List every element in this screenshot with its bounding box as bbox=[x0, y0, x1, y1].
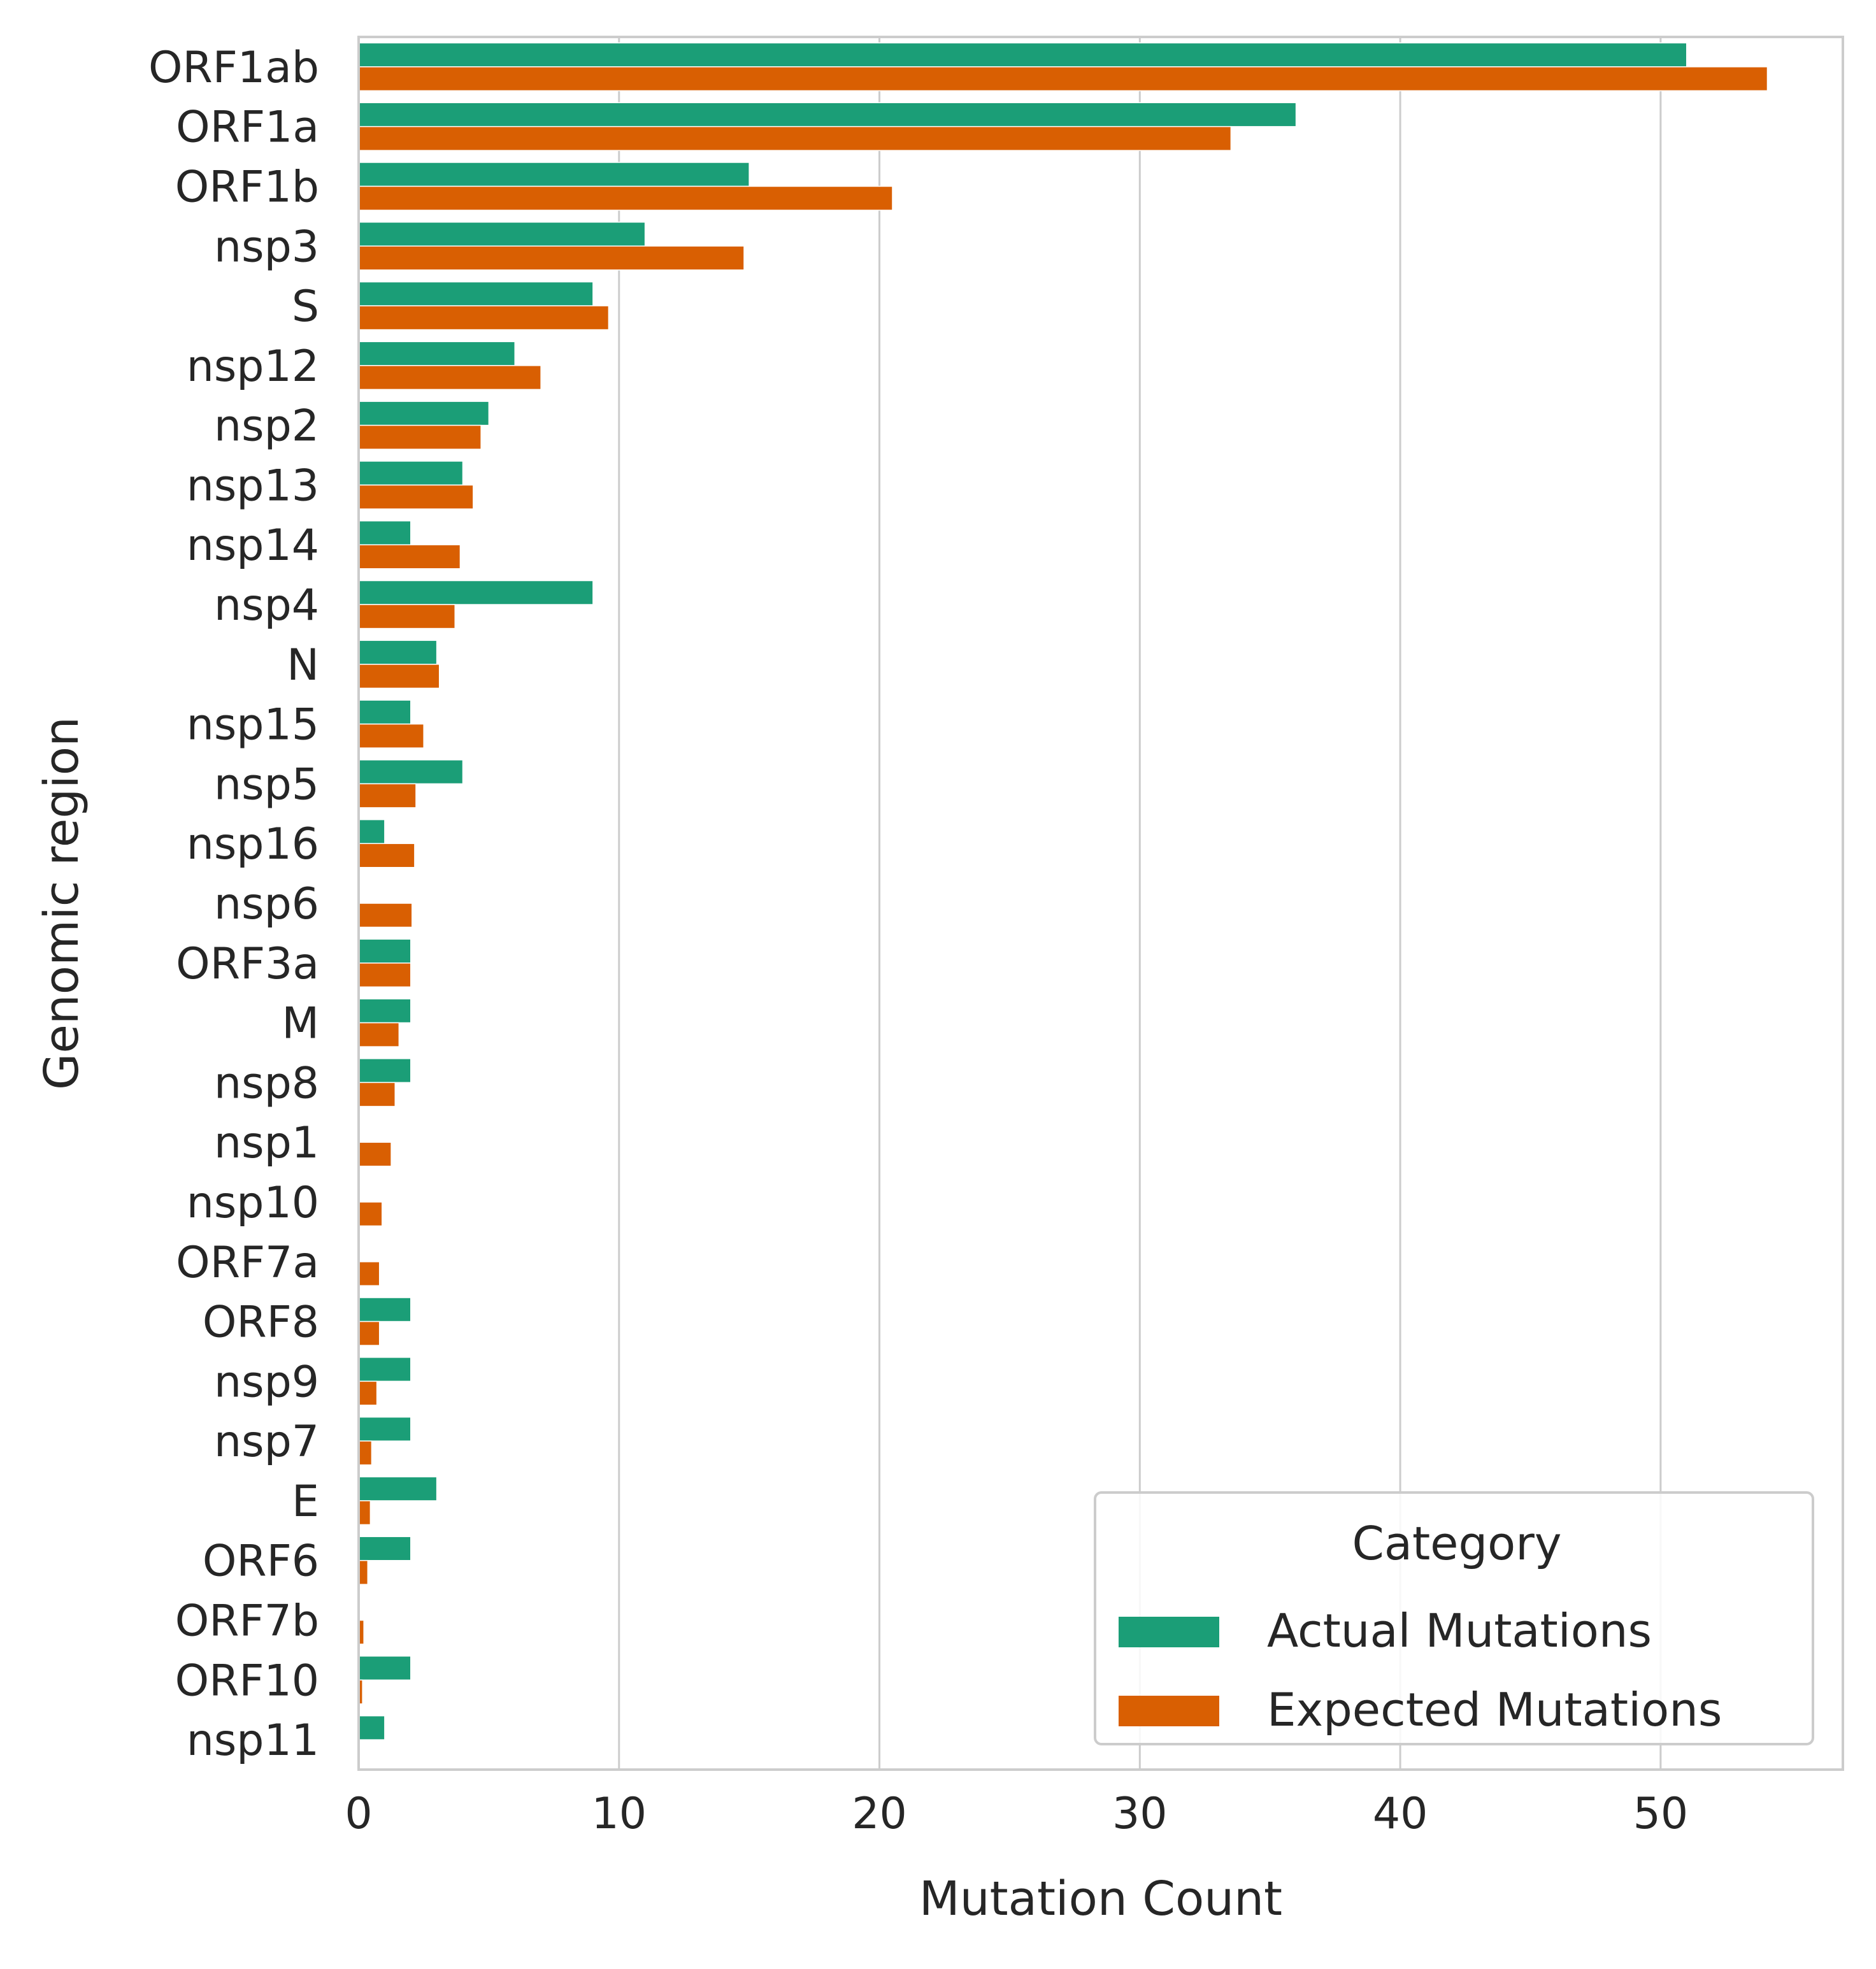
legend-label-expected[interactable]: Expected Mutations bbox=[1267, 1683, 1722, 1736]
bar-actual[interactable] bbox=[358, 520, 412, 545]
x-tick-label: 10 bbox=[592, 1789, 647, 1839]
bar-expected[interactable] bbox=[358, 1022, 400, 1047]
bar-actual[interactable] bbox=[358, 1715, 385, 1740]
bar-actual[interactable] bbox=[358, 998, 412, 1024]
bar-actual[interactable] bbox=[358, 1416, 412, 1442]
bar-actual[interactable] bbox=[358, 42, 1687, 68]
bar-actual[interactable] bbox=[358, 1536, 412, 1561]
bar-expected[interactable] bbox=[358, 484, 474, 510]
y-tick-label: nsp13 bbox=[187, 461, 319, 511]
bar-expected[interactable] bbox=[358, 424, 482, 450]
bar-expected[interactable] bbox=[358, 365, 541, 390]
bar-expected[interactable] bbox=[358, 1500, 371, 1526]
bar-expected[interactable] bbox=[358, 723, 424, 748]
legend-title: Category bbox=[1352, 1517, 1562, 1570]
bar-expected[interactable] bbox=[358, 1380, 378, 1406]
bar-actual[interactable] bbox=[358, 1476, 438, 1501]
bar-expected[interactable] bbox=[358, 783, 417, 808]
bar-expected[interactable] bbox=[358, 66, 1768, 92]
y-tick-label: ORF7b bbox=[175, 1596, 319, 1647]
legend-swatch-expected bbox=[1119, 1696, 1219, 1726]
bar-actual[interactable] bbox=[358, 580, 594, 605]
x-tick-label: 50 bbox=[1633, 1789, 1689, 1839]
y-tick-label: nsp9 bbox=[214, 1357, 319, 1407]
bar-actual[interactable] bbox=[358, 162, 750, 187]
legend-swatch-actual bbox=[1119, 1617, 1219, 1647]
y-tick-label: E bbox=[292, 1477, 319, 1527]
bar-expected[interactable] bbox=[358, 664, 440, 689]
y-tick-label: nsp16 bbox=[187, 819, 319, 870]
bar-expected[interactable] bbox=[358, 125, 1232, 151]
bar-expected[interactable] bbox=[358, 1142, 392, 1167]
legend-label-actual[interactable]: Actual Mutations bbox=[1267, 1604, 1652, 1658]
y-tick-label: ORF3a bbox=[176, 939, 319, 989]
y-tick-label: ORF1a bbox=[176, 103, 319, 153]
bar-actual[interactable] bbox=[358, 699, 412, 725]
bar-expected[interactable] bbox=[358, 1082, 396, 1107]
y-tick-label: nsp12 bbox=[187, 341, 319, 392]
y-tick-label: nsp11 bbox=[187, 1715, 319, 1766]
y-tick-label: ORF10 bbox=[175, 1656, 319, 1706]
y-tick-label: nsp10 bbox=[187, 1178, 319, 1228]
y-tick-label: ORF1b bbox=[175, 162, 319, 212]
y-tick-label: M bbox=[282, 999, 319, 1049]
x-tick-labels: 0 10 20 30 40 50 bbox=[345, 1789, 1688, 1839]
y-axis-title: Genomic region bbox=[34, 717, 89, 1090]
y-tick-label: nsp4 bbox=[214, 580, 319, 631]
y-tick-label: N bbox=[287, 640, 319, 691]
x-axis-title: Mutation Count bbox=[919, 1872, 1282, 1926]
y-tick-label: ORF1ab bbox=[148, 43, 319, 93]
bar-actual[interactable] bbox=[358, 1357, 412, 1382]
bar-expected[interactable] bbox=[358, 245, 745, 271]
bar-expected[interactable] bbox=[358, 1201, 383, 1227]
legend[interactable]: Category Actual Mutations Expected Mutat… bbox=[1094, 1491, 1814, 1745]
y-tick-label: S bbox=[292, 282, 319, 332]
bar-actual[interactable] bbox=[358, 401, 490, 426]
y-tick-label: nsp6 bbox=[214, 879, 319, 929]
x-tick-label: 40 bbox=[1373, 1789, 1428, 1839]
x-tick-label: 20 bbox=[852, 1789, 907, 1839]
y-tick-label: nsp8 bbox=[214, 1058, 319, 1108]
bar-actual[interactable] bbox=[358, 281, 594, 306]
y-tick-label: nsp1 bbox=[214, 1118, 319, 1168]
x-tick-label: 30 bbox=[1112, 1789, 1168, 1839]
y-tick-label: ORF6 bbox=[203, 1536, 319, 1587]
bar-actual[interactable] bbox=[358, 640, 438, 665]
bar-expected[interactable] bbox=[358, 544, 461, 569]
bar-actual[interactable] bbox=[358, 1058, 412, 1084]
bar-expected[interactable] bbox=[358, 963, 412, 988]
bar-actual[interactable] bbox=[358, 222, 646, 247]
bar-expected[interactable] bbox=[358, 1321, 380, 1346]
bar-expected[interactable] bbox=[358, 305, 610, 331]
y-tick-label: nsp5 bbox=[214, 759, 319, 810]
bar-actual[interactable] bbox=[358, 1656, 412, 1681]
legend-box bbox=[1094, 1491, 1814, 1745]
bar-expected[interactable] bbox=[358, 185, 893, 211]
bar-expected[interactable] bbox=[358, 1261, 380, 1287]
bar-actual[interactable] bbox=[358, 1297, 412, 1322]
y-tick-label: ORF8 bbox=[203, 1298, 319, 1348]
bar-expected[interactable] bbox=[358, 1440, 373, 1466]
x-tick-label: 0 bbox=[345, 1789, 372, 1839]
y-tick-label: nsp3 bbox=[214, 222, 319, 272]
y-tick-label: nsp15 bbox=[187, 700, 319, 750]
bar-actual[interactable] bbox=[358, 938, 412, 964]
bar-expected[interactable] bbox=[358, 843, 415, 868]
plot-frame bbox=[357, 36, 1844, 1771]
y-tick-label: nsp2 bbox=[214, 401, 319, 452]
bar-actual[interactable] bbox=[358, 819, 385, 844]
bar-expected[interactable] bbox=[358, 604, 455, 629]
bar-actual[interactable] bbox=[358, 102, 1297, 127]
y-tick-label: nsp7 bbox=[214, 1417, 319, 1467]
bar-actual[interactable] bbox=[358, 759, 464, 785]
y-tick-label: nsp14 bbox=[187, 520, 319, 571]
bar-expected[interactable] bbox=[358, 1559, 369, 1585]
bar-actual[interactable] bbox=[358, 461, 464, 486]
y-tick-label: ORF7a bbox=[176, 1238, 319, 1288]
bar-expected[interactable] bbox=[358, 903, 413, 928]
bar-actual[interactable] bbox=[358, 341, 516, 366]
